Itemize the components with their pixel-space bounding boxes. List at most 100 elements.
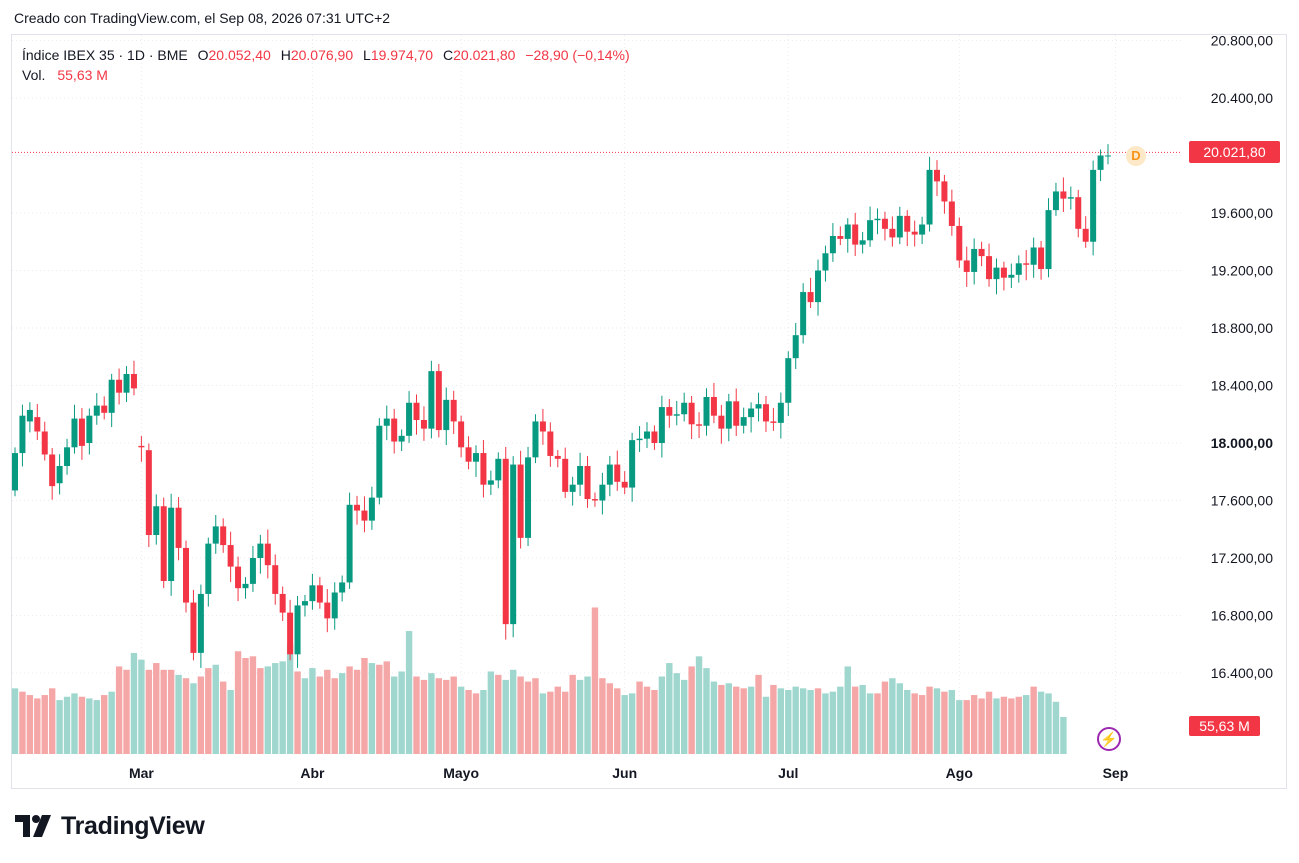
candle-body bbox=[1082, 228, 1089, 242]
volume-bar bbox=[851, 686, 859, 754]
volume-bar bbox=[115, 666, 123, 754]
volume-bar bbox=[465, 690, 472, 754]
candle-body bbox=[1000, 267, 1007, 278]
volume-bar bbox=[138, 659, 145, 754]
volume-bar bbox=[93, 700, 100, 754]
candle-body bbox=[562, 458, 569, 492]
y-tick-label: 16.800,00 bbox=[1211, 608, 1273, 624]
volume-bar bbox=[383, 661, 390, 754]
volume-bar bbox=[197, 676, 205, 754]
candle-body bbox=[710, 397, 717, 416]
dividend-badge[interactable]: D bbox=[1126, 146, 1146, 166]
y-tick-label: 16.400,00 bbox=[1211, 665, 1273, 681]
close-key: C bbox=[443, 47, 454, 63]
volume-bar bbox=[777, 688, 785, 754]
volume-bar bbox=[554, 686, 561, 754]
y-tick-label: 18.000,00 bbox=[1211, 435, 1273, 451]
last-price-tag: 20.021,80 bbox=[1189, 141, 1280, 164]
candle-body bbox=[584, 466, 591, 500]
candle-body bbox=[733, 401, 740, 426]
lightning-icon[interactable]: ⚡ bbox=[1097, 727, 1121, 751]
candle-body bbox=[718, 415, 725, 429]
candle-body bbox=[472, 453, 479, 462]
x-tick-label: Sep bbox=[1103, 765, 1129, 781]
candle-body bbox=[123, 374, 130, 393]
candle-body bbox=[673, 414, 680, 416]
tradingview-logo-icon bbox=[15, 815, 51, 837]
candle-body bbox=[175, 507, 182, 548]
volume-bar bbox=[34, 698, 41, 754]
candle-body bbox=[101, 405, 108, 413]
candle-body bbox=[636, 438, 643, 441]
volume-bar bbox=[569, 674, 576, 754]
volume-bar bbox=[614, 688, 621, 754]
volume-bar bbox=[948, 690, 956, 754]
volume-bar bbox=[621, 695, 628, 754]
volume-bar bbox=[56, 700, 63, 754]
candle-body bbox=[257, 543, 264, 558]
volume-bar bbox=[472, 693, 480, 754]
volume-bar bbox=[918, 695, 926, 754]
candle-body bbox=[993, 267, 1000, 280]
volume-bar bbox=[889, 678, 896, 754]
candle-body bbox=[740, 417, 747, 426]
candle-body bbox=[606, 464, 613, 485]
x-tick-label: Mar bbox=[129, 765, 154, 781]
volume-bar bbox=[413, 676, 420, 754]
candle-body bbox=[34, 417, 41, 432]
volume-bar bbox=[272, 663, 279, 754]
volume-bar bbox=[673, 673, 680, 754]
candle-body bbox=[1090, 169, 1097, 242]
volume-key: Vol. bbox=[22, 67, 46, 83]
candle-body bbox=[391, 418, 398, 442]
volume-bar bbox=[130, 652, 138, 754]
candle-body bbox=[71, 418, 78, 448]
volume-value: 55,63 M bbox=[57, 67, 108, 83]
volume-bar bbox=[41, 695, 48, 754]
volume-bar bbox=[792, 686, 799, 754]
x-tick-label: Jun bbox=[612, 765, 637, 781]
tradingview-logo[interactable]: TradingView bbox=[15, 810, 205, 842]
candle-body bbox=[1023, 263, 1030, 265]
volume-bar bbox=[636, 681, 643, 754]
volume-bar bbox=[249, 656, 257, 754]
candle-body bbox=[539, 421, 546, 432]
candle-body bbox=[413, 402, 420, 420]
volume-bar bbox=[376, 664, 383, 754]
volume-bar bbox=[286, 644, 294, 754]
volume-bar bbox=[680, 679, 688, 754]
volume-bar bbox=[911, 693, 918, 754]
candle-body bbox=[815, 270, 822, 303]
candle-body bbox=[919, 224, 926, 235]
volume-bar bbox=[480, 690, 487, 754]
candle-body bbox=[1105, 155, 1111, 157]
candle-body bbox=[212, 526, 219, 544]
candle-body bbox=[510, 464, 517, 625]
volume-bar bbox=[324, 669, 331, 754]
volume-bar bbox=[420, 679, 428, 754]
volume-bar bbox=[346, 666, 353, 754]
volume-bar bbox=[1052, 701, 1060, 754]
candle-body bbox=[688, 402, 695, 425]
volume-bar bbox=[740, 688, 747, 754]
y-tick-label: 17.200,00 bbox=[1211, 550, 1273, 566]
candle-body bbox=[874, 218, 881, 221]
volume-bar bbox=[1030, 686, 1037, 754]
volume-bar bbox=[658, 676, 666, 754]
candle-body bbox=[807, 292, 814, 303]
candle-body bbox=[859, 240, 866, 245]
volume-bar bbox=[145, 669, 153, 754]
candle-body bbox=[249, 558, 256, 584]
volume-bar bbox=[101, 695, 108, 754]
symbol-label[interactable]: Índice IBEX 35 · 1D · BME bbox=[22, 47, 188, 63]
volume-bar bbox=[353, 669, 361, 754]
candle-body bbox=[948, 201, 955, 226]
x-tick-label: Ago bbox=[946, 765, 973, 781]
candle-body bbox=[770, 421, 777, 423]
candle-body bbox=[116, 379, 123, 393]
open-key: O bbox=[197, 47, 209, 63]
volume-bar bbox=[844, 666, 851, 754]
candle-body bbox=[145, 450, 152, 535]
candle-body bbox=[785, 358, 792, 403]
y-tick-label: 19.200,00 bbox=[1211, 263, 1273, 279]
